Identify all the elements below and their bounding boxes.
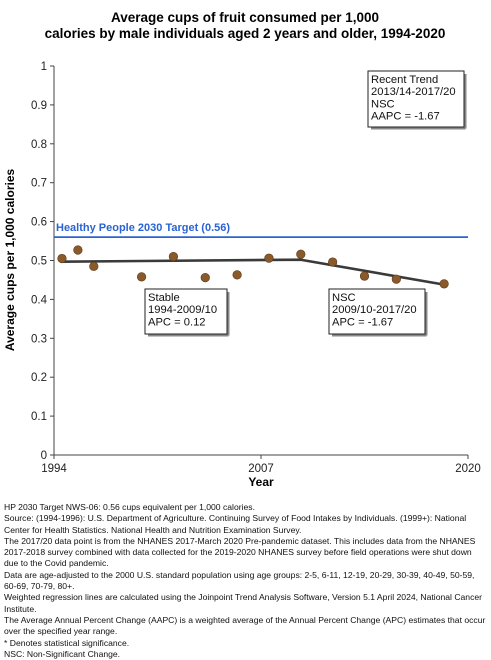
data-point xyxy=(232,270,242,280)
footnote-line: Weighted regression lines are calculated… xyxy=(4,592,483,614)
chart-title-line: Average cups of fruit consumed per 1,000 xyxy=(111,10,379,25)
data-point xyxy=(168,252,179,262)
y-tick-label: 0.5 xyxy=(31,256,47,268)
footnote-line: Source: (1994-1996): U.S. Department of … xyxy=(4,513,467,535)
y-tick-label: 0.7 xyxy=(31,178,47,190)
footnote-line: * Denotes statistical significance. xyxy=(4,637,130,648)
data-point xyxy=(73,245,83,255)
annotation-line: NSC xyxy=(371,98,395,110)
annotation-line: Stable xyxy=(148,292,180,304)
x-axis-label: Year xyxy=(248,475,274,489)
annotation-line: AAPC = -1.67 xyxy=(371,111,440,123)
data-point xyxy=(89,261,99,271)
y-tick-label: 1 xyxy=(41,61,47,73)
annotation-frame xyxy=(144,288,228,335)
annotation-frame xyxy=(328,288,426,335)
data-point xyxy=(359,271,370,281)
x-tick-label: 2020 xyxy=(455,463,481,475)
data-point xyxy=(328,257,338,267)
data-point xyxy=(439,279,449,289)
trend-line xyxy=(61,258,445,286)
data-point xyxy=(136,272,147,282)
footnote-line: The 2017/20 data point is from the NHANE… xyxy=(4,535,476,569)
target-line-group: Healthy People 2030 Target (0.56) xyxy=(54,222,468,239)
y-tick-label: 0.9 xyxy=(31,100,47,112)
x-tick-label: 2007 xyxy=(248,463,274,475)
y-tick-label: 0.1 xyxy=(31,411,47,423)
annotation-line: APC = -1.67 xyxy=(332,316,393,328)
chart-title-line: calories by male individuals aged 2 year… xyxy=(45,26,446,41)
y-tick-label: 0.4 xyxy=(31,294,48,306)
annotation-frame xyxy=(367,70,465,128)
footnote-line: HP 2030 Target NWS-06: 0.56 cups equival… xyxy=(4,502,255,512)
trend-line-group xyxy=(61,258,445,286)
y-tick-label: 0.6 xyxy=(31,217,47,229)
annotation-line: 2013/14-2017/20 xyxy=(371,86,456,98)
annotation-line: 1994-2009/10 xyxy=(148,304,217,316)
y-tick-label: 0 xyxy=(41,450,47,462)
annotation-line: 2009/10-2017/20 xyxy=(332,304,417,316)
x-tick-label: 1994 xyxy=(41,463,67,475)
data-point xyxy=(391,274,401,284)
data-point xyxy=(296,249,306,259)
target-label: Healthy People 2030 Target (0.56) xyxy=(56,222,230,234)
footnote-line: Data are age-adjusted to the 2000 U.S. s… xyxy=(4,569,475,592)
annotation-line: NSC xyxy=(332,292,356,304)
data-point xyxy=(264,253,274,263)
annotation-line: Recent Trend xyxy=(371,74,438,86)
data-point xyxy=(57,253,67,264)
footnote-line: NSC: Non-Significant Change. xyxy=(4,648,121,659)
data-point xyxy=(200,273,210,283)
data-points xyxy=(57,245,449,289)
y-axis-label: Average cups per 1,000 calories xyxy=(3,169,17,352)
chart: Average cups of fruit consumed per 1,000… xyxy=(3,10,481,489)
y-tick-label: 0.3 xyxy=(31,333,47,345)
axes: 0 0.1 0.2 0.3 0.4 0.5 0.6 0.7 0.8 0.9 1 1994 2007 202… xyxy=(3,61,481,489)
annotation-line: APC = 0.12 xyxy=(148,316,206,328)
y-tick-label: 0.2 xyxy=(31,372,47,384)
chart-title: Average cups of fruit consumed per 1,000… xyxy=(45,10,446,41)
y-tick-label: 0.8 xyxy=(31,139,47,151)
footnote-line: The Average Annual Percent Change (AAPC)… xyxy=(4,614,486,637)
footnotes: HP 2030 Target NWS-06: 0.56 cups equival… xyxy=(4,502,488,660)
